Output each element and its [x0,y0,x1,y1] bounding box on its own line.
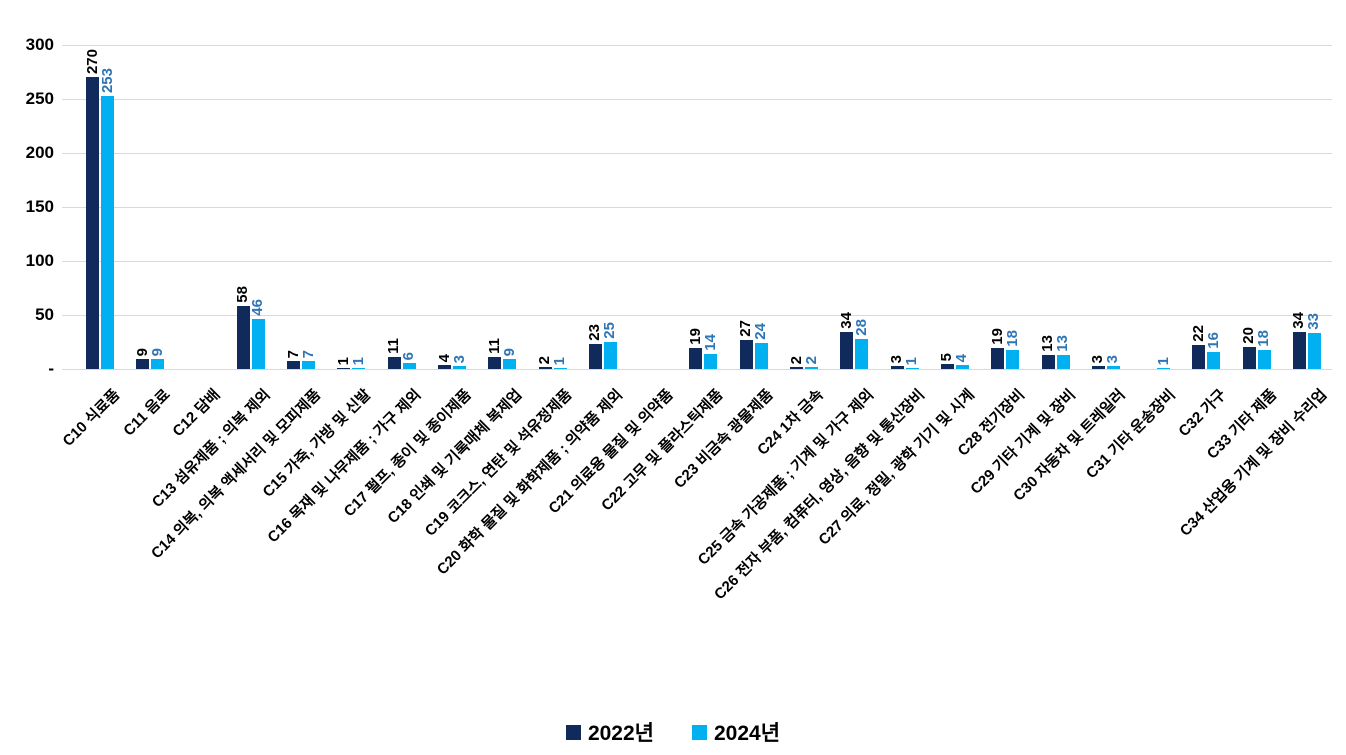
bar-2022 [890,366,904,369]
gridline [62,207,1332,208]
bar-2024 [503,359,517,369]
bar-2024 [1106,366,1120,369]
value-label-2024: 16 [1204,332,1222,349]
bar-2024 [1207,352,1221,369]
y-axis-tick-label: 200 [25,143,54,162]
value-label-2024: 28 [852,319,870,336]
bar-2022 [538,367,552,369]
bar-2022 [1041,355,1055,369]
x-axis-label: C10 식료품 [59,386,124,450]
value-label-2024: 1 [903,356,921,365]
bar-2022 [287,361,301,369]
bar-2024 [553,368,567,369]
bar-2022 [588,344,602,369]
bar-2024 [603,342,617,369]
value-label-2024: 18 [1255,330,1273,347]
bar-2022 [790,367,804,369]
bar-2024 [251,319,265,369]
value-label-2024: 46 [249,299,267,316]
bar-2022 [991,348,1005,369]
x-axis-label: C31 기타 운송장비 [1083,386,1180,483]
bar-2024 [101,96,114,369]
bar-2024 [1056,355,1070,369]
bar-2024 [905,368,919,369]
value-label-2024: 1 [349,356,367,365]
gridline [62,153,1332,154]
bar-2024 [955,365,969,369]
value-label-2024: 3 [1104,354,1122,363]
gridline [62,45,1332,46]
value-label-2024: 4 [953,353,971,362]
bar-2024 [302,361,316,369]
bar-2024 [1006,350,1020,369]
value-label-2024: 25 [601,322,619,339]
y-axis-tick-label: - [48,359,54,378]
bar-2022 [337,368,351,369]
bar-2022 [488,357,502,369]
bar-2022 [1192,345,1206,369]
value-label-2024: 3 [450,354,468,363]
bar-2022 [136,359,150,369]
value-label-2024: 9 [500,347,518,356]
value-label-2024: 1 [1154,356,1172,365]
value-label-2024: 13 [1054,335,1071,352]
y-axis-tick-label: 250 [25,89,54,108]
bar-2022 [1292,332,1306,369]
legend: 2022년 2024년 [0,717,1346,747]
value-label-2024: 24 [752,323,770,340]
bar-2024 [1257,350,1271,369]
bar-2022 [86,77,99,369]
bar-2022 [940,364,954,369]
legend-swatch-2024 [692,724,707,740]
bar-2022 [1242,347,1256,369]
y-axis-tick-label: 150 [25,197,54,216]
legend-item-2022: 2022년 [565,717,654,747]
gridline [62,99,1332,100]
bar-2022 [1091,366,1105,369]
bar-2024 [754,343,768,369]
bar-2024 [453,366,467,369]
x-axis-label: C11 음료 [120,386,174,440]
value-label-2024: 9 [148,347,166,356]
y-axis-tick-label: 100 [25,251,54,270]
value-label-2024: 2 [802,355,820,364]
value-label-2024: 7 [299,349,317,358]
bar-2022 [387,357,401,369]
bar-2024 [402,363,416,369]
bar-2022 [438,365,452,369]
y-axis-tick-label: 50 [35,305,54,324]
gridline [62,261,1332,262]
value-label-2024: 18 [1003,330,1021,347]
value-label-2024: 14 [701,334,719,351]
bar-2024 [805,367,819,369]
gridline [62,369,1332,370]
value-label-2024: 253 [98,67,116,93]
bar-2024 [352,368,366,369]
bar-2022 [739,340,753,369]
bar-2024 [1157,368,1171,369]
gridline [62,315,1332,316]
bar-2022 [840,332,854,369]
value-label-2024: 1 [551,356,569,365]
value-label-2024: 33 [1305,313,1323,330]
bar-2024 [855,339,869,369]
legend-item-2024: 2024년 [692,717,780,747]
bar-2024 [704,354,718,369]
bar-2024 [1307,333,1321,369]
y-axis-tick-label: 300 [25,35,54,54]
legend-swatch-2022 [565,724,581,740]
bar-2024 [151,359,165,369]
bar-2022 [689,348,703,369]
legend-label-2024: 2024년 [714,722,781,745]
bar-2022 [236,306,250,369]
value-label-2024: 6 [400,351,418,360]
legend-label-2022: 2022년 [587,722,654,745]
